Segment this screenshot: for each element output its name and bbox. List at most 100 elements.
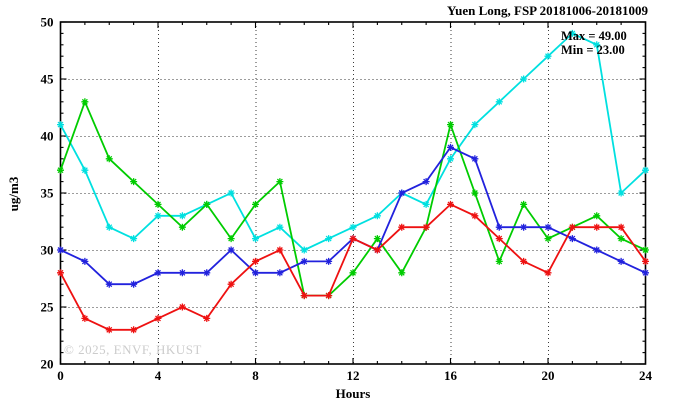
data-point-marker [373,235,381,243]
data-point-marker [227,235,235,243]
data-point-marker [227,280,235,288]
x-tick-label: 12 [347,368,360,383]
data-point-marker [642,246,649,254]
y-axis-label: ug/m3 [6,176,21,212]
data-point-marker [349,235,357,243]
data-point-marker [398,269,406,277]
data-point-marker [252,269,259,277]
data-point-marker [544,235,552,243]
data-point-marker [81,166,89,174]
x-tick-label: 24 [639,368,653,383]
data-point-marker [593,41,601,49]
data-point-marker [349,223,357,231]
data-point-marker [447,143,454,151]
data-point-marker [642,269,649,277]
data-point-marker [300,257,308,265]
data-point-marker [81,314,89,322]
series-day-1-cyan [57,29,649,254]
data-point-marker [252,257,259,265]
data-point-marker [495,223,503,231]
series-day-4-red [57,200,649,334]
data-point-marker [544,269,552,277]
data-point-marker [349,269,357,277]
data-point-marker [373,246,381,254]
data-point-marker [471,121,479,129]
max-annotation: Max = 49.00 [561,29,627,43]
data-point-marker [520,257,528,265]
data-point-marker [57,246,64,254]
data-point-marker [203,269,211,277]
data-point-marker [422,223,430,231]
data-point-marker [300,292,308,300]
data-point-marker [373,212,381,220]
x-tick-label: 4 [155,368,162,383]
data-point-marker [617,189,625,197]
data-point-marker [520,223,528,231]
y-tick-label: 50 [41,15,54,30]
y-tick-label: 20 [41,357,54,372]
data-point-marker [81,257,89,265]
data-point-marker [276,246,284,254]
data-point-marker [617,257,625,265]
min-annotation: Min = 23.00 [561,43,625,57]
data-point-marker [495,257,503,265]
data-point-marker [398,223,406,231]
data-point-marker [617,235,625,243]
data-point-marker [568,235,576,243]
data-point-marker [300,246,308,254]
data-point-marker [154,269,162,277]
data-point-marker [130,235,138,243]
y-tick-label: 35 [41,186,55,201]
data-point-marker [447,200,454,208]
data-point-marker [227,189,235,197]
x-tick-label: 20 [542,368,555,383]
data-point-marker [276,269,284,277]
tick-labels: 20 25 30 35 40 45 50 0 4 8 12 16 20 24 [41,15,653,384]
gridlines [60,22,646,364]
data-point-marker [568,223,576,231]
y-tick-label: 45 [41,72,55,87]
data-point-marker [178,269,186,277]
data-point-marker [105,280,113,288]
data-point-marker [252,200,259,208]
data-point-marker [227,246,235,254]
y-tick-label: 40 [41,129,54,144]
data-point-marker [495,98,503,106]
data-point-marker [81,98,89,106]
data-point-marker [642,166,649,174]
data-point-marker [471,212,479,220]
data-point-marker [203,200,211,208]
data-point-marker [130,178,138,186]
data-point-marker [593,246,601,254]
data-point-marker [325,292,333,300]
data-point-marker [642,257,649,265]
data-point-marker [568,29,576,37]
data-point-marker [276,223,284,231]
data-point-marker [178,223,186,231]
data-point-marker [203,314,211,322]
data-point-marker [57,166,64,174]
chart-title: Yuen Long, FSP 20181006-20181009 [446,3,648,18]
data-point-marker [178,303,186,311]
data-point-marker [495,235,503,243]
data-point-marker [520,75,528,83]
data-point-marker [447,155,454,163]
x-axis-label: Hours [335,386,371,401]
data-point-marker [130,326,138,334]
data-point-marker [520,200,528,208]
data-point-marker [447,121,454,129]
data-point-marker [544,52,552,60]
data-point-marker [178,212,186,220]
x-tick-label: 16 [444,368,458,383]
data-point-marker [130,280,138,288]
data-point-marker [105,326,113,334]
data-point-marker [471,155,479,163]
data-point-marker [325,235,333,243]
x-tick-label: 0 [57,368,64,383]
data-point-marker [57,269,64,277]
data-point-marker [422,178,430,186]
data-point-marker [252,235,259,243]
data-point-marker [471,189,479,197]
